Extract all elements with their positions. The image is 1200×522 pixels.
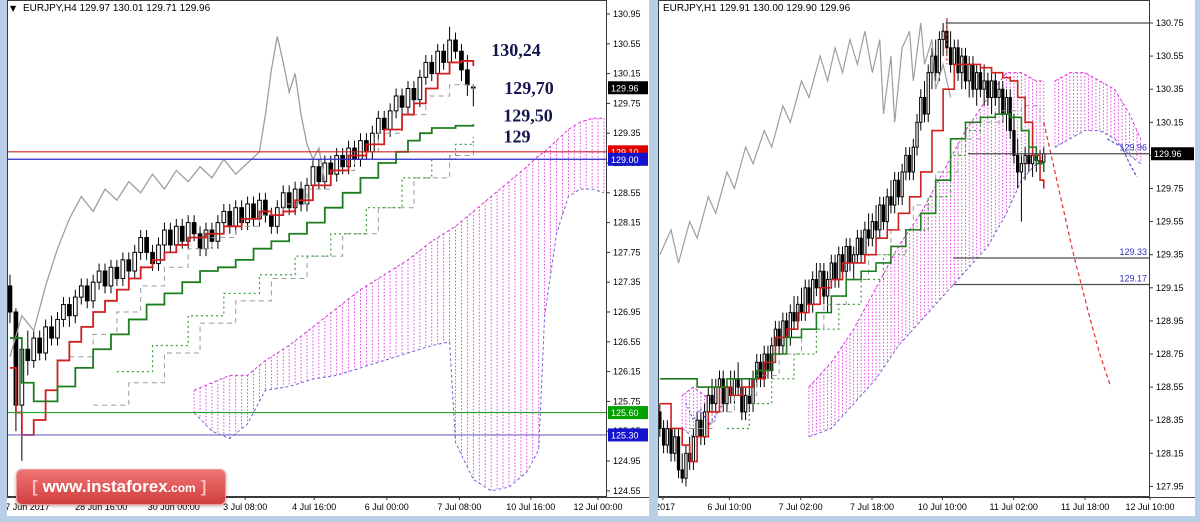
svg-text:130.35: 130.35 — [1156, 84, 1184, 94]
levels-layer: 129.96 129.33 129.17 — [945, 22, 1150, 286]
date-label: 12 Jul 00:00 — [573, 502, 622, 512]
svg-text:130.15: 130.15 — [613, 69, 641, 79]
price-chart-h1[interactable]: 129.96 129.33 129.17 130.75 130.55 130.35 130.… — [658, 0, 1195, 516]
date-axis[interactable]: l 2017 6 Jul 10:00 7 Jul 02:00 7 Jul 18:00 1… — [658, 497, 1175, 512]
svg-text:EURJPY,H4 129.97 130.01 129.7: EURJPY,H4 129.97 130.01 129.71 129.96 — [23, 3, 211, 14]
svg-text:128.15: 128.15 — [1156, 448, 1184, 458]
svg-text:129.00: 129.00 — [611, 155, 639, 165]
svg-text:EURJPY,H1 129.91 130.00 129.9: EURJPY,H1 129.91 130.00 129.90 129.96 — [663, 3, 851, 14]
senkou-blue-dotted — [685, 403, 724, 427]
axis-price-box — [608, 152, 648, 166]
svg-text:129.75: 129.75 — [1156, 184, 1184, 194]
date-label: 28 Jun 16:00 — [75, 502, 127, 512]
axis-price-box — [1151, 147, 1194, 161]
date-label: 6 Jul 10:00 — [707, 502, 751, 512]
svg-text:129.15: 129.15 — [1156, 283, 1184, 293]
senkou-b-future-dashed — [1106, 138, 1138, 178]
ichimoku-cloud-layer — [193, 117, 605, 492]
price-annotation: 129,50 — [503, 106, 553, 126]
svg-text:127.35: 127.35 — [613, 277, 641, 287]
svg-text:130.55: 130.55 — [613, 39, 641, 49]
svg-text:130.95: 130.95 — [613, 9, 641, 19]
price-axis[interactable]: 130.75130.55130.35130.15129.95129.75129.… — [1150, 18, 1194, 491]
date-label: 6 Jul 00:00 — [365, 502, 409, 512]
svg-text:129.75: 129.75 — [613, 98, 641, 108]
badge-bracket-open: [ — [32, 477, 38, 496]
svg-text:128.35: 128.35 — [1156, 415, 1184, 425]
level-price-label: 129.33 — [1119, 247, 1147, 257]
svg-text:129.96: 129.96 — [1154, 149, 1182, 159]
axis-price-box — [608, 81, 648, 95]
svg-text:▼: ▼ — [10, 4, 17, 13]
date-label: 11 Jul 18:00 — [1061, 502, 1109, 512]
svg-text:129.10: 129.10 — [611, 147, 639, 157]
svg-text:128.55: 128.55 — [1156, 382, 1184, 392]
chart-h4[interactable]: 130,24 129,70 129,50 129 130.95 130.55 130.15 1… — [7, 0, 649, 516]
axis-price-box — [608, 428, 648, 442]
instaforex-badge: [www.instaforex.com] — [16, 469, 227, 505]
svg-text:128.15: 128.15 — [613, 218, 641, 228]
svg-text:129.35: 129.35 — [613, 128, 641, 138]
indicator-lines — [659, 18, 1138, 463]
chikou — [9, 36, 326, 357]
price-annotation: 129 — [504, 127, 531, 147]
badge-url: www.instaforex — [42, 477, 168, 496]
date-label: 10 Jul 16:00 — [506, 502, 555, 512]
date-label: 10 Jul 10:00 — [918, 502, 967, 512]
price-axis[interactable]: 130.95130.55130.15129.75129.35128.95128.… — [607, 9, 648, 496]
svg-text:125.75: 125.75 — [613, 396, 641, 406]
date-label: l 2017 — [658, 502, 675, 512]
svg-text:129.96: 129.96 — [611, 83, 639, 93]
senkou-lower-dashed — [93, 144, 474, 406]
svg-text:127.95: 127.95 — [1156, 481, 1184, 491]
date-label: 7 Jul 02:00 — [779, 502, 823, 512]
svg-text:129.55: 129.55 — [1156, 217, 1184, 227]
levels-layer — [7, 151, 607, 436]
tenkan-sen — [9, 60, 475, 436]
badge-tld: .com — [167, 481, 196, 495]
svg-text:125.30: 125.30 — [611, 430, 639, 440]
plot-frame — [7, 0, 607, 497]
date-axis[interactable]: 27 Jun 2017 28 Jun 16:00 30 Jun 00:00 3 Jul… — [7, 497, 623, 512]
badge-bracket-close: ] — [200, 477, 207, 496]
kijun-sen — [659, 113, 1045, 388]
date-label: 7 Jul 18:00 — [850, 502, 894, 512]
svg-text:126.15: 126.15 — [613, 367, 641, 377]
date-label: 3 Jul 08:00 — [223, 502, 267, 512]
svg-text:130.75: 130.75 — [1156, 18, 1184, 28]
svg-text:128.55: 128.55 — [613, 188, 641, 198]
svg-text:126.55: 126.55 — [613, 337, 641, 347]
plot-frame — [658, 0, 1150, 497]
svg-text:124.95: 124.95 — [613, 456, 641, 466]
senkou-a-future-dashed — [1043, 122, 1112, 388]
svg-text:130.15: 130.15 — [1156, 117, 1184, 127]
chart-h1[interactable]: 129.96 129.33 129.17 130.75 130.55 130.35 130.… — [658, 0, 1195, 516]
level-price-label: 129.17 — [1119, 273, 1147, 283]
price-annotation: 130,24 — [491, 40, 541, 60]
date-label: 27 Jun 2017 — [7, 502, 50, 512]
level-price-label: 129.96 — [1119, 143, 1147, 153]
svg-text:130.55: 130.55 — [1156, 51, 1184, 61]
date-label: 7 Jul 08:00 — [437, 502, 481, 512]
date-label: 4 Jul 16:00 — [292, 502, 336, 512]
date-label: 30 Jun 00:00 — [148, 502, 200, 512]
date-label: 11 Jul 02:00 — [990, 502, 1038, 512]
chikou — [659, 22, 952, 264]
chart-title: EURJPY,H1 129.91 130.00 129.90 129.96 — [663, 3, 851, 14]
date-label: 12 Jul 10:00 — [1125, 502, 1174, 512]
svg-text:127.75: 127.75 — [613, 247, 641, 257]
chart-title: ▼ EURJPY,H4 129.97 130.01 129.71 129.96 — [10, 3, 211, 14]
svg-text:128.75: 128.75 — [1156, 349, 1184, 359]
svg-text:128.95: 128.95 — [1156, 316, 1184, 326]
svg-text:126.95: 126.95 — [613, 307, 641, 317]
price-annotation: 129,70 — [504, 78, 554, 98]
axis-price-box — [608, 406, 648, 420]
svg-text:129.35: 129.35 — [1156, 250, 1184, 260]
svg-text:125.60: 125.60 — [611, 408, 639, 418]
svg-text:124.55: 124.55 — [613, 486, 641, 496]
